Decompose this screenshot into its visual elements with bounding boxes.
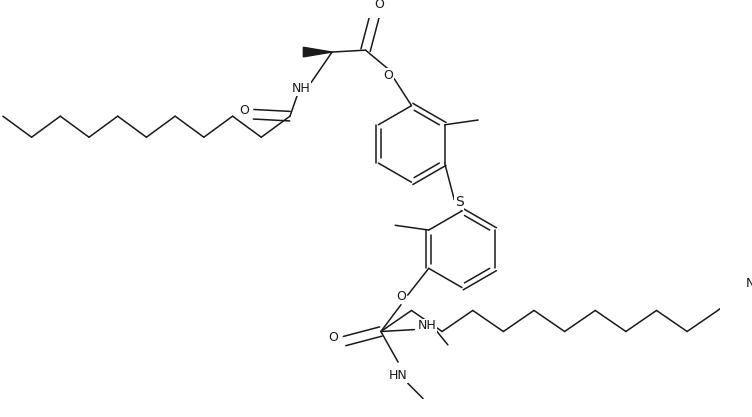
- Text: NH: NH: [292, 82, 311, 95]
- Text: N: N: [745, 277, 752, 290]
- Text: O: O: [384, 68, 393, 82]
- Text: O: O: [396, 289, 406, 303]
- Text: O: O: [328, 331, 338, 344]
- Text: HN: HN: [389, 369, 408, 382]
- Text: O: O: [239, 104, 249, 117]
- Text: NH: NH: [417, 319, 436, 332]
- Text: S: S: [455, 195, 463, 209]
- Text: O: O: [374, 0, 384, 11]
- Polygon shape: [303, 47, 332, 57]
